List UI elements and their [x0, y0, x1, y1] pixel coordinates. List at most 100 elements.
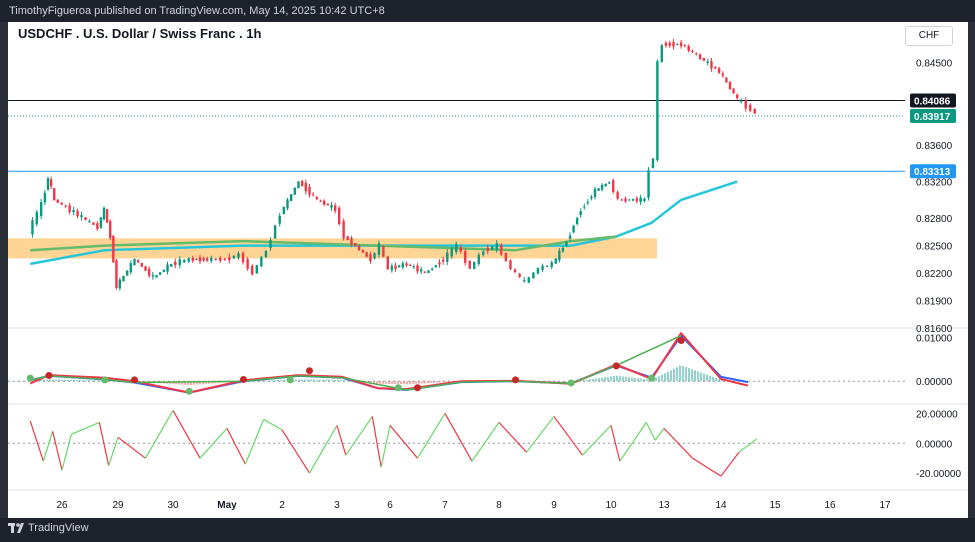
candle-body — [144, 266, 147, 271]
candle-body — [536, 267, 540, 274]
gridlines — [8, 327, 968, 491]
candle-body — [228, 256, 231, 261]
osc-cross-marker — [286, 376, 294, 384]
candle-body — [586, 202, 590, 204]
candle-body — [53, 188, 56, 201]
candle-body — [198, 257, 202, 262]
candle-body — [133, 259, 136, 266]
momentum-segment — [471, 422, 500, 462]
candle-body — [80, 214, 83, 218]
candle-body — [523, 279, 526, 281]
candle-body — [390, 265, 394, 271]
momentum-segment — [663, 427, 693, 459]
candle-body — [140, 262, 144, 267]
osc-signal-line — [29, 332, 749, 394]
momentum-segment — [553, 416, 583, 456]
candle-body — [500, 244, 503, 255]
candle-body — [96, 223, 99, 229]
date-tick-label: 26 — [56, 500, 68, 511]
candle-body — [660, 45, 663, 62]
candle-body — [590, 196, 593, 199]
candle-body — [631, 199, 635, 201]
oscillator-pane — [8, 332, 905, 395]
candle-body — [597, 188, 600, 191]
candle-body — [338, 207, 341, 225]
candle-body — [76, 210, 79, 217]
candle-body — [504, 252, 508, 262]
candle-body — [232, 255, 236, 259]
candle-body — [158, 272, 162, 275]
candle-body — [401, 263, 405, 268]
candle-body — [441, 259, 445, 262]
date-tick-label: 6 — [387, 500, 393, 511]
momentum-segment — [654, 428, 665, 441]
candlesticks — [31, 39, 756, 291]
candle-body — [676, 43, 679, 45]
candle-body — [72, 210, 75, 213]
currency-button[interactable]: CHF — [905, 26, 953, 46]
momentum-segment — [610, 425, 621, 462]
candle-body — [450, 248, 453, 257]
candle-body — [423, 271, 427, 273]
candle-body — [728, 81, 732, 89]
candle-body — [513, 269, 517, 273]
candle-body — [438, 262, 441, 265]
candle-body — [64, 205, 67, 207]
date-tick-label: 17 — [879, 500, 891, 511]
moving-average-slow — [30, 180, 738, 266]
candle-body — [721, 73, 724, 76]
candle-body — [744, 100, 747, 109]
candle-body — [166, 264, 169, 272]
candle-body — [88, 221, 91, 223]
candle-body — [43, 192, 47, 203]
candle-body — [554, 258, 557, 264]
candle-body — [736, 94, 739, 99]
moving-averages — [30, 180, 738, 266]
momentum-segment — [98, 422, 110, 466]
candle-body — [565, 242, 568, 246]
candle-body — [430, 268, 434, 270]
momentum-pane — [8, 410, 905, 477]
candle-body — [473, 262, 476, 269]
candle-body — [575, 218, 579, 224]
tradingview-logo[interactable]: TradingView — [8, 522, 89, 534]
candle-body — [264, 251, 268, 258]
momentum-segment — [61, 434, 72, 471]
candle-body — [643, 198, 646, 201]
candle-body — [237, 253, 240, 258]
price-tag-label: 0.83313 — [914, 167, 951, 178]
candle-body — [202, 258, 205, 261]
candle-body — [206, 258, 209, 261]
candle-body — [286, 199, 289, 209]
candle-body — [92, 222, 95, 225]
osc-tick-label: 0.00000 — [916, 377, 953, 388]
osc-cross-marker — [612, 362, 620, 370]
price-tick-label: 0.82500 — [916, 242, 953, 253]
momentum-segment — [345, 416, 373, 456]
candle-body — [102, 207, 106, 220]
osc-cross-marker — [648, 374, 656, 382]
date-tick-label: 7 — [442, 500, 448, 511]
momentum-segment — [526, 416, 555, 453]
momentum-segment — [692, 457, 722, 477]
date-tick-label: 9 — [551, 500, 557, 511]
candle-body — [518, 273, 521, 278]
candle-body — [593, 188, 597, 198]
candle-body — [628, 199, 631, 201]
candle-body — [223, 258, 226, 261]
axes: 0.84500 0.83600 0.83200 0.82800 0.82500 0.822… — [56, 59, 961, 511]
momentum-tick-label: 0.00000 — [916, 439, 953, 450]
candle-body — [246, 259, 249, 269]
candle-body — [482, 251, 485, 255]
publisher-line: TimothyFigueroa published on TradingView… — [9, 5, 385, 17]
candle-body — [219, 257, 222, 261]
price-tick-label: 0.82200 — [916, 269, 953, 280]
momentum-segment — [720, 451, 740, 477]
price-tag — [910, 108, 956, 123]
candle-body — [672, 42, 675, 47]
momentum-segment — [582, 424, 612, 456]
candle-body — [365, 252, 368, 257]
candle-body — [639, 197, 642, 203]
candle-body — [647, 169, 650, 198]
